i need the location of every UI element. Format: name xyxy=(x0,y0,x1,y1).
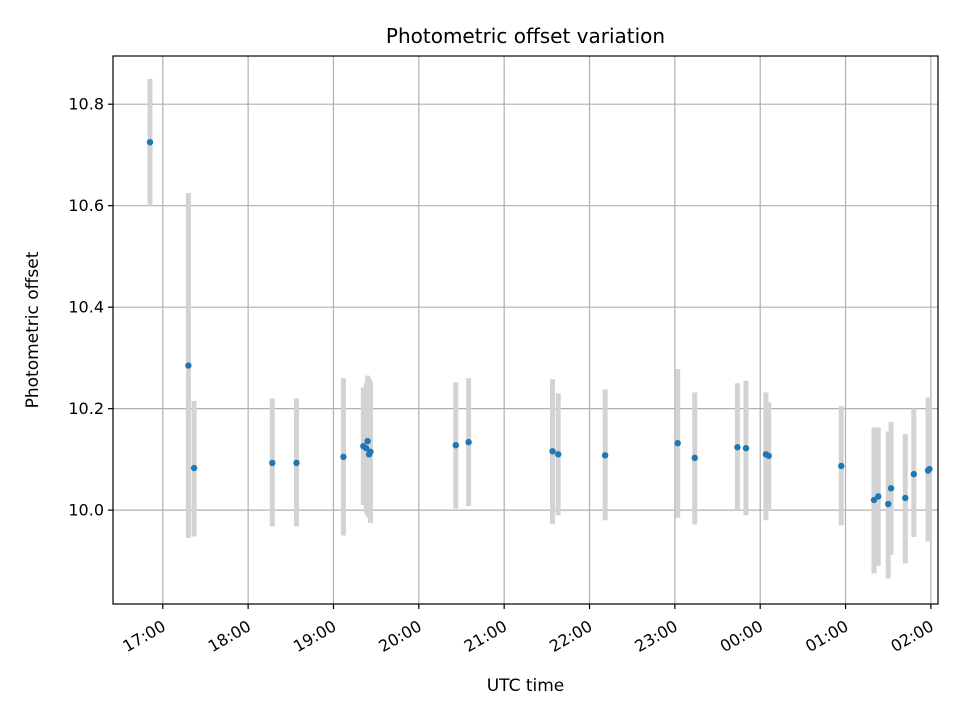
y-axis-label: Photometric offset xyxy=(23,251,43,408)
data-point xyxy=(885,500,892,508)
y-tick-label: 10.6 xyxy=(68,196,104,215)
data-point xyxy=(367,448,374,455)
data-point xyxy=(691,454,698,462)
y-tick-label: 10.0 xyxy=(68,501,104,520)
data-point xyxy=(555,451,562,458)
x-tick-label: 02:00 xyxy=(887,616,936,656)
data-point xyxy=(185,362,192,369)
axis-ticks: 17:00 18:00 19:00 20:00 21:00 22:00 23:00 00:00… xyxy=(68,95,937,656)
x-tick-label: 20:00 xyxy=(375,616,424,656)
data-point xyxy=(926,465,933,473)
data-point xyxy=(340,453,347,461)
data-point xyxy=(190,464,198,472)
grid xyxy=(113,56,938,604)
y-tick-label: 10.8 xyxy=(68,95,104,114)
data-point xyxy=(902,494,909,502)
data-point xyxy=(452,441,460,449)
data-point xyxy=(364,437,371,445)
data-point xyxy=(887,485,895,492)
x-tick-label: 21:00 xyxy=(461,616,510,656)
y-tick-label: 10.4 xyxy=(68,298,104,317)
data-point xyxy=(146,139,154,146)
x-tick-label: 19:00 xyxy=(290,616,339,656)
data-point xyxy=(870,496,878,504)
data-point xyxy=(742,445,750,452)
data-point xyxy=(549,448,556,455)
x-tick-label: 22:00 xyxy=(546,616,595,656)
x-tick-label: 00:00 xyxy=(717,616,766,656)
data-point xyxy=(910,470,918,478)
x-tick-label: 23:00 xyxy=(631,616,680,656)
data-point xyxy=(269,459,276,467)
error-bars xyxy=(147,78,932,579)
data-point xyxy=(765,452,772,460)
x-axis-label: UTC time xyxy=(487,676,565,696)
chart-title: Photometric offset variation xyxy=(386,24,665,48)
data-point xyxy=(674,439,681,447)
plot-frame xyxy=(112,55,939,605)
x-tick-label: 18:00 xyxy=(205,616,254,656)
data-point xyxy=(362,445,370,452)
data-point xyxy=(838,462,845,470)
data-point xyxy=(734,444,741,451)
data-point xyxy=(601,452,609,459)
data-points xyxy=(146,139,933,508)
y-tick-label: 10.2 xyxy=(68,399,104,418)
data-point xyxy=(465,438,472,446)
x-tick-label: 01:00 xyxy=(802,616,851,656)
x-tick-label: 17:00 xyxy=(119,616,168,656)
data-point xyxy=(875,493,882,500)
data-point xyxy=(293,459,300,467)
